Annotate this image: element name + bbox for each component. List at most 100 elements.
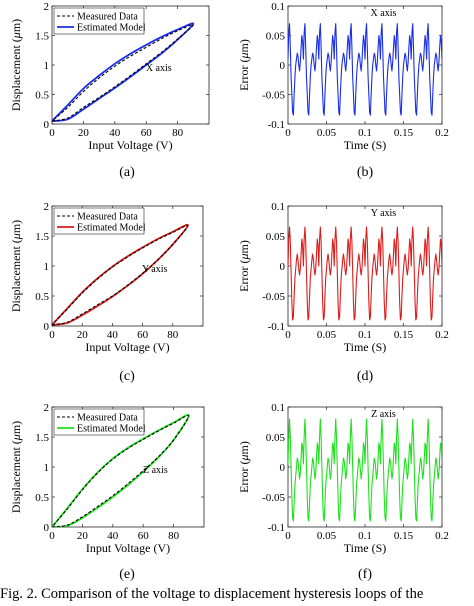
series-group-e <box>52 413 190 527</box>
x-tick-label: 0 <box>49 127 55 139</box>
x-tick-label: 0 <box>285 127 291 139</box>
y-tick-label: -0.1 <box>268 321 285 333</box>
y-axis-label: Displacement (μm) <box>9 421 23 513</box>
y-axis-label-unit-symbol: μ <box>237 253 251 260</box>
y-tick-label: 0 <box>280 60 286 72</box>
axis-annotation: X axis <box>371 8 397 19</box>
x-tick-label: 0 <box>285 329 291 341</box>
x-tick-label: 0.1 <box>358 329 372 341</box>
subplot-label: (b) <box>357 165 374 180</box>
y-tick-label: -0.1 <box>268 119 285 131</box>
y-tick-label: 0.1 <box>271 1 285 13</box>
x-tick-label: 0.2 <box>435 530 449 542</box>
series-group-f <box>288 418 442 522</box>
y-axis-label-unit-symbol: μ <box>9 434 23 441</box>
axis-annotation: Y axis <box>371 208 397 219</box>
subplot-a: 0 20 40 60 80 0 0.5 1 1.5 2 Input Voltage (V) Displ… <box>9 1 210 180</box>
y-axis-label-unit-symbol: μ <box>237 454 251 461</box>
y-tick-label: 0.5 <box>35 291 49 303</box>
series-line-estimated-model <box>52 22 195 122</box>
y-tick-label: 1 <box>44 60 50 72</box>
y-axis-label-unit-symbol: μ <box>237 52 251 59</box>
y-tick-label: 1.5 <box>35 31 49 43</box>
x-tick-label: 60 <box>137 329 149 341</box>
y-tick-label: 2 <box>44 1 50 13</box>
legend-box <box>53 207 145 235</box>
x-tick-label: 20 <box>77 329 89 341</box>
y-axis-label-text: Error ( <box>237 461 251 493</box>
y-tick-label: -0.05 <box>262 492 285 504</box>
legend-entry: Estimated Model <box>77 223 146 234</box>
x-tick-label: 0.2 <box>435 127 449 139</box>
y-tick-label: 0.1 <box>271 201 285 213</box>
x-tick-label: 0 <box>49 530 55 542</box>
subplot-label: (e) <box>119 567 135 582</box>
x-tick-label: 0.15 <box>394 127 414 139</box>
x-axis-label: Time (S) <box>344 340 387 354</box>
y-axis-label-unit: m) <box>237 240 251 253</box>
legend-entry: Estimated Model <box>77 424 146 435</box>
y-axis-label-unit: m) <box>237 39 251 52</box>
x-tick-label: 80 <box>168 530 180 542</box>
y-axis-label-unit-symbol: μ <box>9 32 23 39</box>
x-tick-label: 60 <box>138 530 150 542</box>
legend-box <box>53 7 145 35</box>
y-tick-label: 0 <box>44 119 50 131</box>
y-tick-label: 0.05 <box>266 231 286 243</box>
error-series-line <box>288 418 442 522</box>
error-series-line <box>288 23 442 116</box>
y-tick-label: 1.5 <box>35 231 49 243</box>
x-tick-label: 80 <box>167 329 179 341</box>
subplot-label: (f) <box>358 567 372 582</box>
y-tick-label: 1 <box>44 462 50 474</box>
y-axis-label-text: Displacement ( <box>9 38 23 111</box>
axis-annotation: Z axis <box>371 409 396 420</box>
y-axis-label-text: Displacement ( <box>9 239 23 312</box>
x-axis-label: Time (S) <box>344 541 387 555</box>
y-tick-label: 0.05 <box>266 31 286 43</box>
subplot-c: 0 20 40 60 80 0 0.5 1 1.5 2 Input Voltage (V) Displ… <box>9 201 204 384</box>
y-tick-label: 0 <box>44 522 50 534</box>
x-tick-label: 60 <box>141 127 153 139</box>
y-axis-label-unit: m) <box>9 421 23 434</box>
y-axis-label: Displacement (μm) <box>9 220 23 312</box>
y-axis-label: Error (μm) <box>237 441 251 493</box>
y-tick-label: 0 <box>44 321 50 333</box>
axis-annotation: X axis <box>146 63 172 74</box>
y-axis-label-text: Error ( <box>237 59 251 91</box>
y-tick-label: 2 <box>44 402 50 414</box>
x-tick-label: 40 <box>109 127 121 139</box>
y-axis-label: Error (μm) <box>237 240 251 292</box>
x-tick-label: 80 <box>172 127 184 139</box>
series-group-d <box>288 226 442 321</box>
legend-entry: Measured Data <box>77 413 138 424</box>
y-tick-label: 2 <box>44 201 50 213</box>
y-axis-label-text: Error ( <box>237 260 251 292</box>
y-tick-label: 0.5 <box>35 492 49 504</box>
x-axis-label: Input Voltage (V) <box>88 138 172 152</box>
x-tick-label: 0.1 <box>358 127 372 139</box>
axis-annotation: Y axis <box>142 264 168 275</box>
x-axis-label: Input Voltage (V) <box>85 340 169 354</box>
legend-entry: Measured Data <box>77 12 138 23</box>
x-tick-label: 0.05 <box>317 329 337 341</box>
y-tick-label: 1 <box>44 261 50 273</box>
legend-entry: Measured Data <box>77 212 138 223</box>
y-axis-label-unit: m) <box>237 441 251 454</box>
x-tick-label: 0.05 <box>317 127 337 139</box>
plot-frame-f <box>287 406 443 528</box>
series-line-measured-data <box>52 414 190 527</box>
x-tick-label: 0.15 <box>394 329 414 341</box>
figure-caption: Fig. 2. Comparison of the voltage to dis… <box>0 586 424 602</box>
y-tick-label: -0.05 <box>262 90 285 102</box>
x-tick-label: 0 <box>49 329 55 341</box>
y-axis-label-unit-symbol: μ <box>9 233 23 240</box>
x-tick-label: 20 <box>77 530 89 542</box>
x-tick-label: 20 <box>78 127 90 139</box>
